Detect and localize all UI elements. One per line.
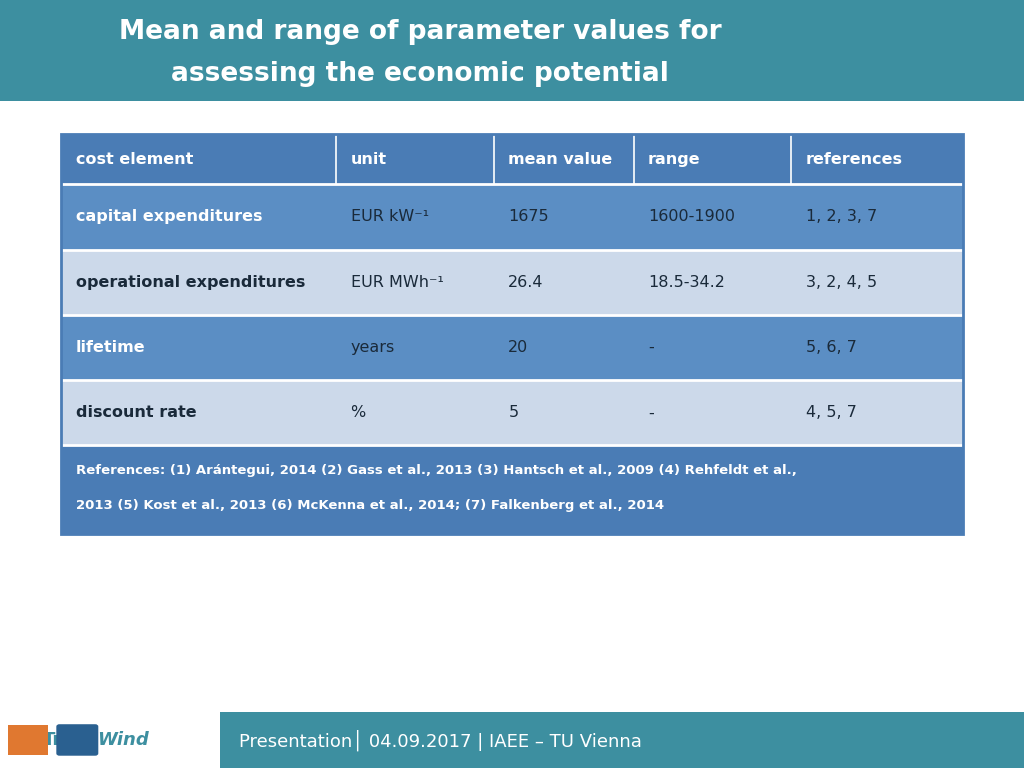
FancyBboxPatch shape <box>61 315 963 380</box>
Text: 2013 (5) Kost et al., 2013 (6) McKenna et al., 2014; (7) Falkenberg et al., 2014: 2013 (5) Kost et al., 2013 (6) McKenna e… <box>76 499 664 512</box>
Text: -: - <box>648 406 653 420</box>
Text: 1, 2, 3, 7: 1, 2, 3, 7 <box>806 210 877 224</box>
Text: Trans: Trans <box>43 731 97 749</box>
Text: assessing the economic potential: assessing the economic potential <box>171 61 669 87</box>
Text: capital expenditures: capital expenditures <box>76 210 262 224</box>
Text: References: (1) Arántegui, 2014 (2) Gass et al., 2013 (3) Hantsch et al., 2009 (: References: (1) Arántegui, 2014 (2) Gass… <box>76 464 797 477</box>
FancyBboxPatch shape <box>61 134 963 184</box>
Text: 20: 20 <box>508 340 528 355</box>
FancyBboxPatch shape <box>56 724 98 756</box>
Text: references: references <box>806 152 903 167</box>
Text: Wind: Wind <box>97 731 150 749</box>
FancyBboxPatch shape <box>0 0 1024 101</box>
FancyBboxPatch shape <box>8 725 48 755</box>
Text: EUR MWh⁻¹: EUR MWh⁻¹ <box>350 275 443 290</box>
Text: Mean and range of parameter values for: Mean and range of parameter values for <box>119 19 721 45</box>
Text: 1600-1900: 1600-1900 <box>648 210 735 224</box>
FancyBboxPatch shape <box>220 712 1024 768</box>
FancyBboxPatch shape <box>61 445 963 534</box>
Text: 3, 2, 4, 5: 3, 2, 4, 5 <box>806 275 877 290</box>
Text: 26.4: 26.4 <box>508 275 544 290</box>
Text: 5, 6, 7: 5, 6, 7 <box>806 340 856 355</box>
Text: unit: unit <box>350 152 387 167</box>
Text: Presentation│ 04.09.2017 | IAEE – TU Vienna: Presentation│ 04.09.2017 | IAEE – TU Vie… <box>239 730 641 750</box>
Text: 1675: 1675 <box>508 210 549 224</box>
Text: cost element: cost element <box>76 152 194 167</box>
Text: %: % <box>350 406 366 420</box>
Text: 18.5-34.2: 18.5-34.2 <box>648 275 725 290</box>
Text: range: range <box>648 152 700 167</box>
Text: EUR kW⁻¹: EUR kW⁻¹ <box>350 210 429 224</box>
FancyBboxPatch shape <box>61 184 963 250</box>
Text: years: years <box>350 340 395 355</box>
Text: 5: 5 <box>508 406 518 420</box>
FancyBboxPatch shape <box>61 250 963 315</box>
FancyBboxPatch shape <box>61 380 963 445</box>
Text: mean value: mean value <box>508 152 612 167</box>
Text: lifetime: lifetime <box>76 340 145 355</box>
Text: -: - <box>648 340 653 355</box>
Text: 4, 5, 7: 4, 5, 7 <box>806 406 856 420</box>
FancyBboxPatch shape <box>0 712 1024 768</box>
Text: discount rate: discount rate <box>76 406 197 420</box>
Text: operational expenditures: operational expenditures <box>76 275 305 290</box>
